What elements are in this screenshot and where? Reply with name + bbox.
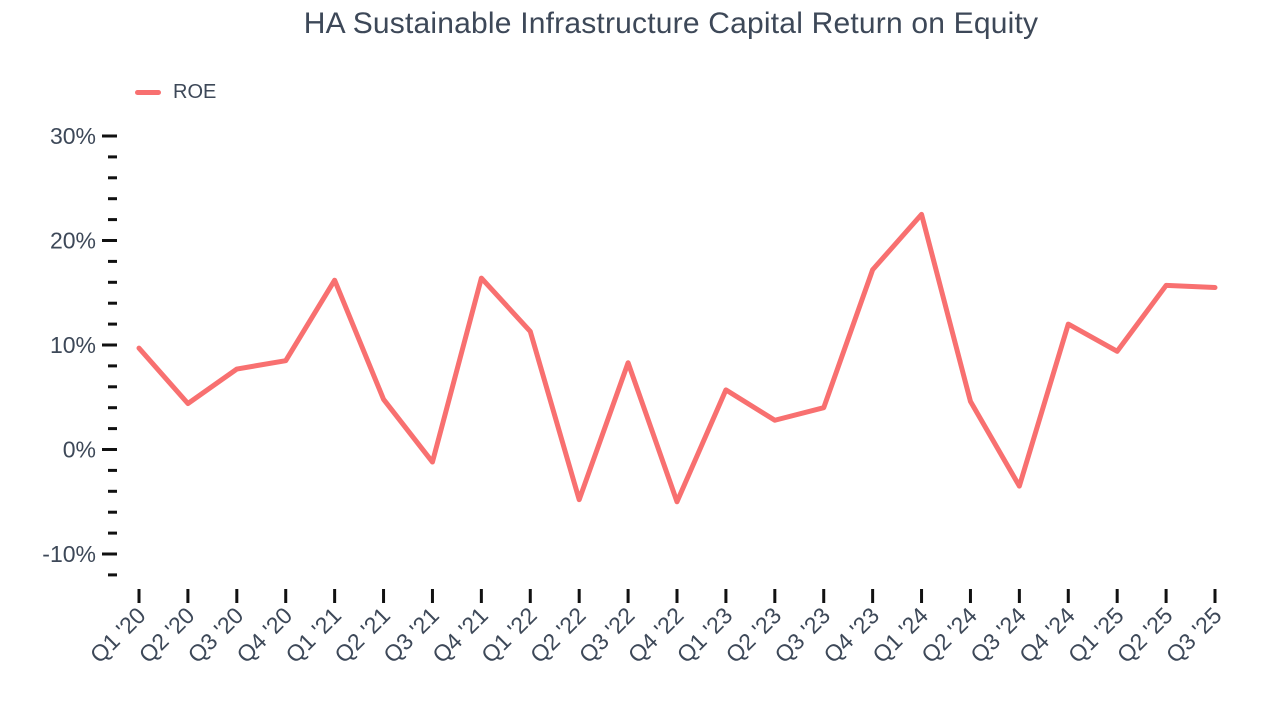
chart-title: HA Sustainable Infrastructure Capital Re… [303,7,1039,40]
x-axis-label: Q1 '21 [280,602,346,668]
legend-label-roe: ROE [173,81,217,103]
x-axis-label: Q1 '20 [85,602,151,668]
x-axis-label: Q4 '23 [818,602,884,668]
x-axis-label: Q3 '21 [378,602,444,668]
x-axis-label: Q3 '20 [183,602,249,668]
legend-swatch-roe [135,90,161,95]
y-axis-label: 10% [50,332,96,358]
roe-line [136,211,1218,505]
x-axis-label: Q3 '22 [574,602,640,668]
x-axis-label: Q2 '23 [721,602,787,668]
x-axis-label: Q3 '23 [769,602,835,668]
x-axis-label: Q2 '21 [329,602,395,668]
legend: ROE [135,81,216,104]
x-axis-label: Q2 '20 [134,602,200,668]
x-axis-label: Q4 '20 [231,602,297,668]
y-axis-label: 0% [63,437,96,463]
x-axis-label: Q4 '21 [427,602,493,668]
y-axis-label: -10% [42,541,96,567]
x-axis-label: Q1 '25 [1063,602,1129,668]
x-axis-label: Q1 '22 [476,602,542,668]
x-axis-label: Q3 '25 [1161,602,1227,668]
y-axis-label: 20% [50,228,96,254]
x-axis-label: Q2 '22 [525,602,591,668]
y-axis-label: 30% [50,123,96,149]
x-axis-label: Q4 '22 [623,602,689,668]
x-axis-label: Q1 '23 [672,602,738,668]
x-axis-label: Q2 '25 [1112,602,1178,668]
